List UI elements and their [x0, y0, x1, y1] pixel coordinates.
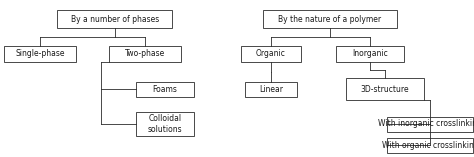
- Text: 3D-structure: 3D-structure: [361, 84, 410, 94]
- Text: Single-phase: Single-phase: [15, 49, 65, 59]
- FancyBboxPatch shape: [109, 46, 181, 62]
- Text: Colloidal
solutions: Colloidal solutions: [148, 114, 182, 133]
- FancyBboxPatch shape: [57, 10, 173, 28]
- Text: By the nature of a polymer: By the nature of a polymer: [278, 14, 382, 24]
- Text: Two-phase: Two-phase: [125, 49, 165, 59]
- FancyBboxPatch shape: [387, 116, 473, 132]
- FancyBboxPatch shape: [346, 78, 424, 100]
- FancyBboxPatch shape: [136, 81, 194, 97]
- Text: By a number of phases: By a number of phases: [71, 14, 159, 24]
- FancyBboxPatch shape: [263, 10, 397, 28]
- Text: Inorganic: Inorganic: [352, 49, 388, 59]
- Text: Foams: Foams: [153, 84, 177, 94]
- FancyBboxPatch shape: [336, 46, 404, 62]
- FancyBboxPatch shape: [4, 46, 76, 62]
- FancyBboxPatch shape: [387, 138, 473, 152]
- Text: Linear: Linear: [259, 84, 283, 94]
- Text: With organic crosslinking: With organic crosslinking: [382, 141, 474, 149]
- FancyBboxPatch shape: [245, 81, 297, 97]
- FancyBboxPatch shape: [241, 46, 301, 62]
- FancyBboxPatch shape: [136, 112, 194, 136]
- Text: Organic: Organic: [256, 49, 286, 59]
- Text: With inorganic crosslinking: With inorganic crosslinking: [378, 119, 474, 128]
